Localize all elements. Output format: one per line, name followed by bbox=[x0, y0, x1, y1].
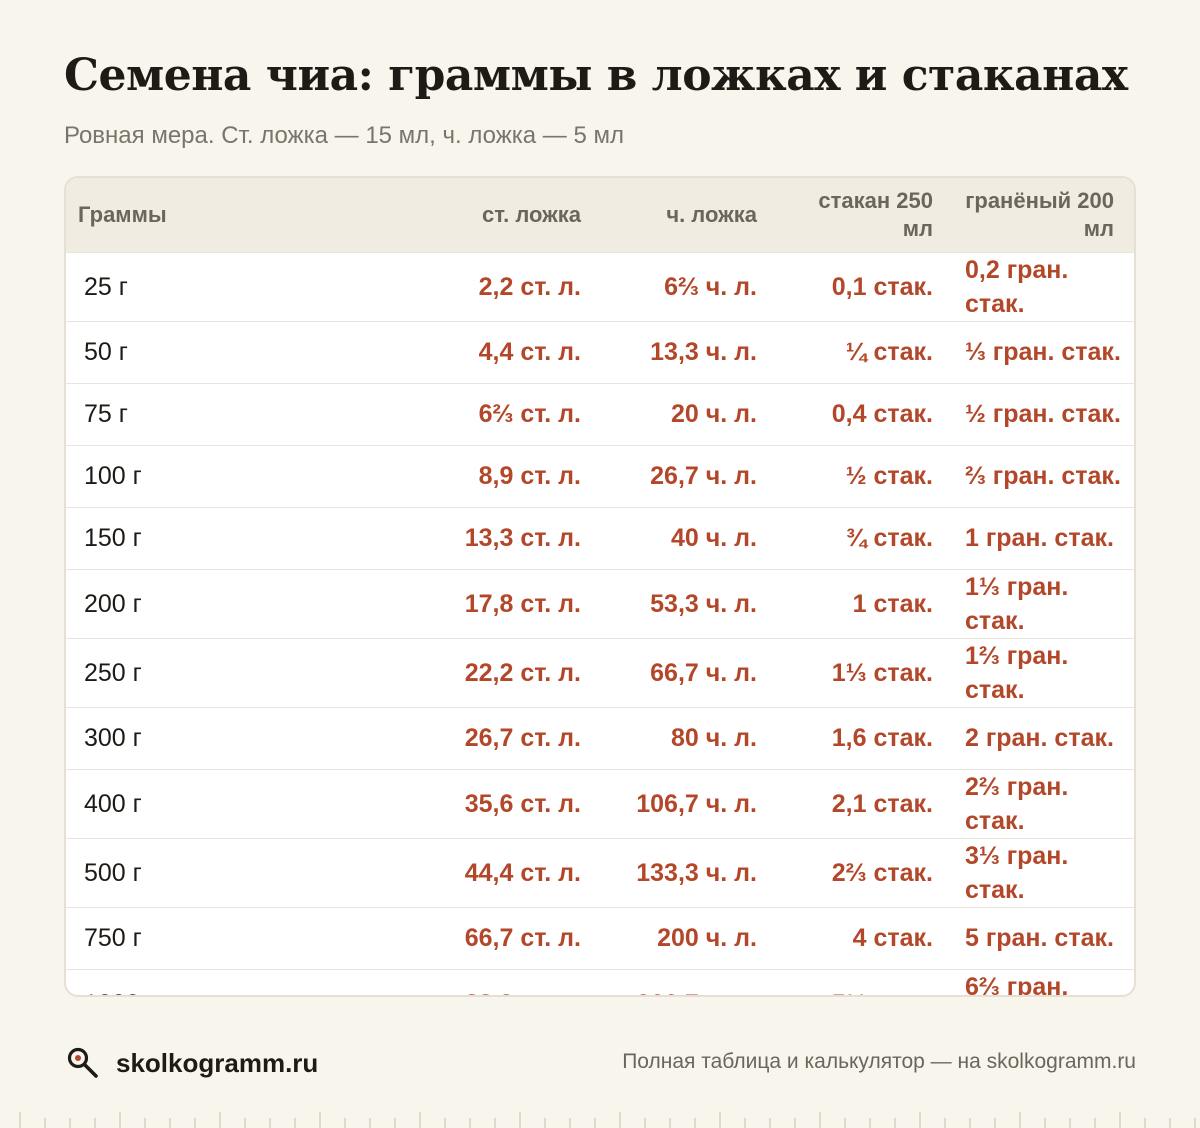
cell-teaspoon: 40 ч. л. bbox=[671, 524, 757, 552]
magnifier-icon bbox=[67, 1047, 98, 1078]
cell-cup-250: 2⅔ стак. bbox=[831, 858, 933, 887]
cell-faceted-glass-200: ⅔ гран. стак. bbox=[965, 462, 1121, 490]
cell-tablespoon: 17,8 ст. л. bbox=[464, 589, 581, 618]
table-row: 200 г 17,8 ст. л. 53,3 ч. л. 1 стак. 1⅓ гран… bbox=[66, 569, 1134, 638]
cell-faceted-glass-200: ⅓ гран. стак. bbox=[965, 338, 1121, 366]
cell-grams: 200 г bbox=[84, 589, 142, 618]
cell-tablespoon: 4,4 ст. л. bbox=[478, 338, 581, 366]
cell-cup-250: 1,6 стак. bbox=[831, 724, 933, 752]
cell-cup-250: 1 стак. bbox=[852, 589, 933, 618]
column-header-teaspoon: ч. ложка bbox=[666, 201, 757, 227]
cell-faceted-glass-200: 2 гран. стак. bbox=[965, 724, 1114, 752]
cell-teaspoon: 6⅔ ч. л. bbox=[664, 272, 757, 301]
table-row: 150 г 13,3 ст. л. 40 ч. л. ¾ стак. 1 гран. с… bbox=[66, 507, 1134, 569]
table-row: 50 г 4,4 ст. л. 13,3 ч. л. ¼ стак. ⅓ гран. с… bbox=[66, 321, 1134, 383]
cell-grams: 750 г bbox=[84, 924, 142, 952]
table-row: 750 г 66,7 ст. л. 200 ч. л. 4 стак. 5 гран. … bbox=[66, 907, 1134, 969]
table-row: 500 г 44,4 ст. л. 133,3 ч. л. 2⅔ стак. 3⅓ гр… bbox=[66, 838, 1134, 907]
cell-tablespoon: 66,7 ст. л. bbox=[464, 924, 581, 952]
cell-faceted-glass-200: 1⅔ гран. стак. bbox=[965, 641, 1069, 704]
cell-cup-250: 2,1 стак. bbox=[831, 789, 933, 818]
column-header-cup-250: стакан 250 мл bbox=[818, 187, 933, 241]
cell-grams: 400 г bbox=[84, 789, 142, 818]
cell-grams: 50 г bbox=[84, 338, 128, 366]
page-subtitle: Ровная мера. Ст. ложка — 15 мл, ч. ложка… bbox=[64, 122, 624, 149]
cell-faceted-glass-200: 1⅓ гран. стак. bbox=[965, 572, 1069, 635]
cell-grams: 25 г bbox=[84, 272, 128, 301]
cell-faceted-glass-200: 3⅓ гран. стак. bbox=[965, 841, 1069, 904]
cell-cup-250: ¾ стак. bbox=[845, 524, 933, 552]
cell-tablespoon: 44,4 ст. л. bbox=[464, 858, 581, 887]
cell-faceted-glass-200: 0,2 гран. стак. bbox=[965, 255, 1069, 318]
cell-tablespoon: 2,2 ст. л. bbox=[478, 272, 581, 301]
cell-cup-250: ¼ стак. bbox=[845, 338, 933, 366]
cell-faceted-glass-200: 2⅔ гран. стак. bbox=[965, 772, 1069, 835]
cell-teaspoon: 266,7 ч. л. bbox=[601, 969, 777, 996]
column-header-grams: Граммы bbox=[78, 201, 167, 227]
table-body: 25 г 2,2 ст. л. 6⅔ ч. л. 0,1 стак. 0,2 гран.… bbox=[66, 252, 1134, 997]
footer-note: Полная таблица и калькулятор — на skolko… bbox=[622, 1050, 1136, 1073]
table-row: 1000 г88,9 ст. л.266,7 ч. л.5⅓ стак. 6⅔ г… bbox=[66, 969, 1134, 997]
cell-teaspoon: 53,3 ч. л. bbox=[650, 589, 757, 618]
table-row: 100 г 8,9 ст. л. 26,7 ч. л. ½ стак. ⅔ гран. … bbox=[66, 445, 1134, 507]
cell-grams: 250 г bbox=[84, 658, 142, 687]
table-row: 250 г 22,2 ст. л. 66,7 ч. л. 1⅓ стак. 1⅔ гра… bbox=[66, 638, 1134, 707]
cell-faceted-glass-200: 5 гран. стак. bbox=[965, 924, 1114, 952]
cell-grams: 100 г bbox=[84, 462, 142, 490]
cell-tablespoon: 13,3 ст. л. bbox=[464, 524, 581, 552]
cell-cup-250: 1⅓ стак. bbox=[831, 658, 933, 687]
cell-grams: 75 г bbox=[84, 400, 128, 428]
cell-grams: 500 г bbox=[84, 858, 142, 887]
table-row: 300 г 26,7 ст. л. 80 ч. л. 1,6 стак. 2 гран.… bbox=[66, 707, 1134, 769]
footer-brand[interactable]: skolkogramm.ru bbox=[64, 1044, 318, 1082]
cell-teaspoon: 20 ч. л. bbox=[671, 400, 757, 428]
cell-teaspoon: 80 ч. л. bbox=[671, 724, 757, 752]
cell-tablespoon: 35,6 ст. л. bbox=[464, 789, 581, 818]
cell-faceted-glass-200: 1 гран. стак. bbox=[965, 524, 1114, 552]
cell-cup-250: 4 стак. bbox=[852, 924, 933, 952]
cell-tablespoon: 88,9 ст. л. bbox=[411, 969, 601, 996]
column-header-tablespoon: ст. ложка bbox=[482, 201, 581, 227]
ruler-decoration bbox=[19, 1112, 1196, 1128]
cell-cup-250: ½ стак. bbox=[845, 462, 933, 490]
cell-cup-250: 5⅓ стак. bbox=[777, 969, 953, 996]
page-title: Семена чиа: граммы в ложках и стаканах bbox=[64, 50, 1128, 101]
table-row: 25 г 2,2 ст. л. 6⅔ ч. л. 0,1 стак. 0,2 гран.… bbox=[66, 252, 1134, 321]
cell-faceted-glass-200: ½ гран. стак. bbox=[965, 400, 1121, 428]
cell-teaspoon: 106,7 ч. л. bbox=[636, 789, 757, 818]
cell-tablespoon: 6⅔ ст. л. bbox=[478, 400, 581, 428]
cell-tablespoon: 8,9 ст. л. bbox=[478, 462, 581, 490]
cell-cup-250: 0,1 стак. bbox=[831, 272, 933, 301]
cell-tablespoon: 26,7 ст. л. bbox=[464, 724, 581, 752]
cell-grams: 1000 г bbox=[66, 969, 411, 996]
cell-teaspoon: 133,3 ч. л. bbox=[636, 858, 757, 887]
table-row: 400 г 35,6 ст. л. 106,7 ч. л. 2,1 стак. 2⅔ г… bbox=[66, 769, 1134, 838]
table-header-row: Граммы ст. ложка ч. ложка стакан 250 мл … bbox=[66, 178, 1134, 252]
conversion-table-card: Граммы ст. ложка ч. ложка стакан 250 мл … bbox=[64, 176, 1136, 997]
cell-grams: 150 г bbox=[84, 524, 142, 552]
cell-grams: 300 г bbox=[84, 724, 142, 752]
conversion-table: Граммы ст. ложка ч. ложка стакан 250 мл … bbox=[66, 178, 1134, 997]
column-header-faceted-glass-200: гранёный 200 мл bbox=[965, 187, 1114, 241]
cell-teaspoon: 200 ч. л. bbox=[657, 924, 757, 952]
cell-teaspoon: 13,3 ч. л. bbox=[650, 338, 757, 366]
cell-tablespoon: 22,2 ст. л. bbox=[464, 658, 581, 687]
cell-teaspoon: 26,7 ч. л. bbox=[650, 462, 757, 490]
cell-faceted-glass-200: 6⅔ гран. стак. bbox=[965, 972, 1069, 997]
brand-name: skolkogramm.ru bbox=[116, 1047, 319, 1078]
cell-cup-250: 0,4 стак. bbox=[831, 400, 933, 428]
table-row: 75 г 6⅔ ст. л. 20 ч. л. 0,4 стак. ½ гран. ст… bbox=[66, 383, 1134, 445]
cell-teaspoon: 66,7 ч. л. bbox=[650, 658, 757, 687]
